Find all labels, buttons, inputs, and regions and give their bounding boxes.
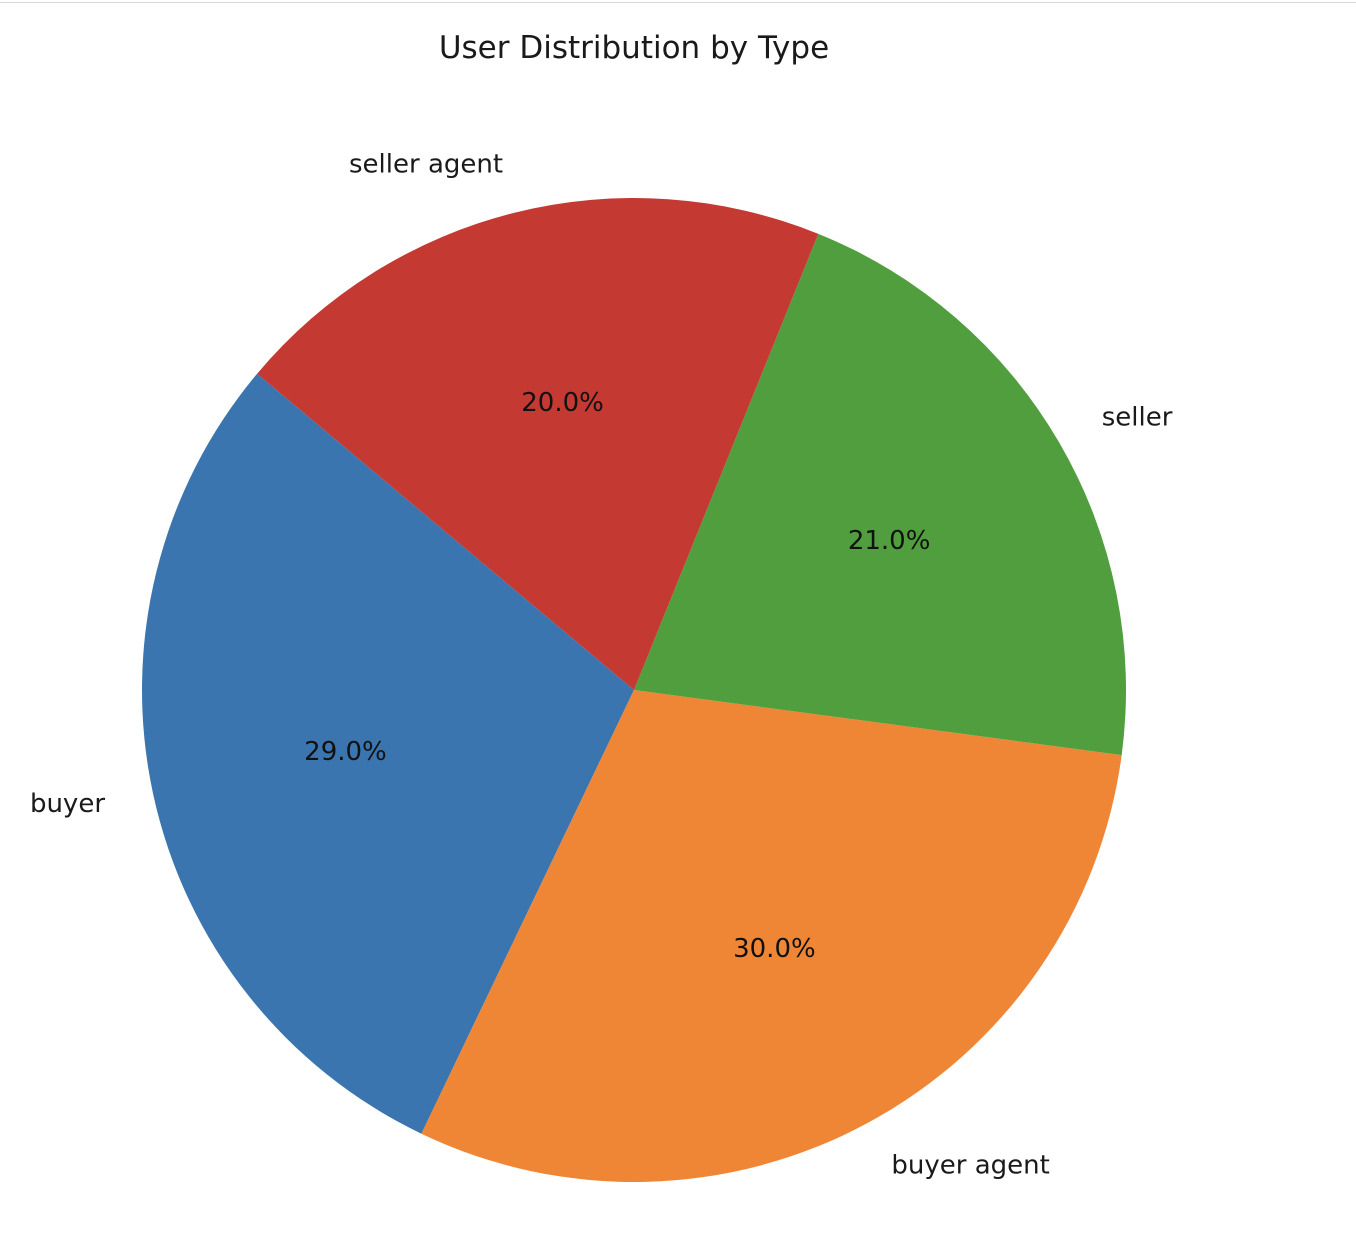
- slice-label-buyer-agent: buyer agent: [891, 1151, 1049, 1181]
- pie-labels: buyer 29.0% buyer agent 30.0% seller 21.0% sel…: [30, 149, 1173, 1180]
- slice-percent-seller-agent: 20.0%: [521, 388, 604, 418]
- pie-slice-seller-agent: [257, 197, 819, 690]
- pie-slice-buyer-agent: [421, 690, 1122, 1183]
- pie-slice-buyer: [141, 373, 634, 1134]
- pie-slice-seller: [634, 233, 1127, 756]
- chart-title: User Distribution by Type: [439, 30, 829, 66]
- slice-percent-buyer: 29.0%: [304, 737, 387, 767]
- slice-label-buyer: buyer: [30, 789, 105, 819]
- slice-percent-seller: 21.0%: [848, 526, 931, 556]
- slice-percent-buyer-agent: 30.0%: [733, 934, 816, 964]
- pie-slices: [141, 197, 1127, 1183]
- slice-label-seller-agent: seller agent: [349, 149, 503, 179]
- top-divider: [0, 2, 1356, 3]
- slice-label-seller: seller: [1102, 402, 1173, 432]
